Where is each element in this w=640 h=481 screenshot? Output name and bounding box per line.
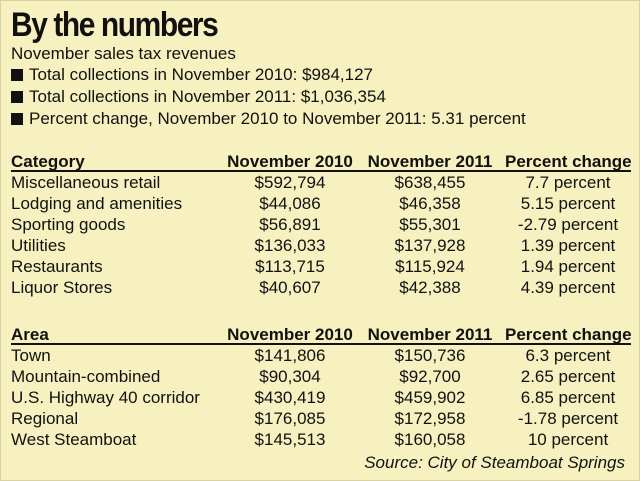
category-table: Category November 2010 November 2011 Per… [11, 151, 632, 298]
header-nov-2011: November 2011 [367, 152, 493, 171]
percent-change: 2.65 percent [520, 367, 616, 386]
value-2010: $592,794 [254, 173, 326, 192]
value-2011: $172,958 [394, 409, 466, 428]
row-label: Restaurants [11, 257, 103, 276]
page-title: By the numbers [11, 6, 219, 44]
table-row: Restaurants $113,715 $115,924 1.94 perce… [11, 256, 631, 277]
percent-change: 1.94 percent [520, 257, 616, 276]
value-2011: $150,736 [394, 346, 466, 365]
value-2010: $113,715 [255, 257, 325, 276]
bullet-percent-change: Percent change, November 2010 to Novembe… [11, 109, 526, 129]
percent-change: 10 percent [527, 430, 609, 449]
header-category: Category [11, 152, 85, 171]
value-2011: $42,388 [399, 278, 461, 297]
row-label: Utilities [11, 236, 66, 255]
percent-change: -1.78 percent [517, 409, 619, 428]
table-row: Mountain-combined $90,304 $92,700 2.65 p… [11, 366, 631, 387]
bullet-text: Total collections in November 2010: $984… [29, 65, 373, 84]
row-label: U.S. Highway 40 corridor [11, 388, 200, 407]
bullet-text: Percent change, November 2010 to Novembe… [29, 109, 526, 128]
value-2010: $141,806 [254, 346, 326, 365]
header-percent-change: Percent change [505, 152, 632, 171]
percent-change: 6.3 percent [525, 346, 611, 365]
table-row: Sporting goods $56,891 $55,301 -2.79 per… [11, 214, 631, 235]
value-2011: $137,928 [394, 236, 466, 255]
area-table: Area November 2010 November 2011 Percent… [11, 324, 632, 450]
subtitle: November sales tax revenues [11, 44, 236, 63]
row-label: Lodging and amenities [11, 194, 183, 213]
row-label: Town [11, 346, 51, 365]
table-row: U.S. Highway 40 corridor $430,419 $459,9… [11, 387, 631, 408]
source-note: Source: City of Steamboat Springs [364, 453, 625, 472]
header-area: Area [11, 325, 49, 344]
header-nov-2010: November 2010 [227, 325, 353, 344]
table-row: Regional $176,085 $172,958 -1.78 percent [11, 408, 631, 429]
area-header-row: Area November 2010 November 2011 Percent… [11, 324, 632, 345]
header-nov-2011: November 2011 [367, 325, 493, 344]
table-row: Liquor Stores $40,607 $42,388 4.39 perce… [11, 277, 631, 298]
square-bullet-icon [11, 69, 23, 81]
square-bullet-icon [11, 113, 23, 125]
category-header-row: Category November 2010 November 2011 Per… [11, 151, 632, 172]
percent-change: 6.85 percent [520, 388, 616, 407]
header-nov-2010: November 2010 [227, 152, 353, 171]
row-label: Miscellaneous retail [11, 173, 161, 192]
percent-change: -2.79 percent [517, 215, 619, 234]
value-2011: $115,924 [395, 257, 465, 276]
row-label: West Steamboat [11, 430, 137, 449]
value-2010: $430,419 [254, 388, 326, 407]
bullet-2011: Total collections in November 2011: $1,0… [11, 87, 386, 107]
table-row: Miscellaneous retail $592,794 $638,455 7… [11, 172, 631, 193]
value-2010: $145,513 [254, 430, 326, 449]
value-2010: $176,085 [254, 409, 326, 428]
value-2011: $55,301 [399, 215, 461, 234]
value-2010: $44,086 [259, 194, 321, 213]
percent-change: 4.39 percent [520, 278, 616, 297]
square-bullet-icon [11, 91, 23, 103]
value-2010: $56,891 [259, 215, 321, 234]
row-label: Sporting goods [11, 215, 126, 234]
percent-change: 1.39 percent [520, 236, 616, 255]
percent-change: 7.7 percent [525, 173, 611, 192]
value-2010: $90,304 [259, 367, 321, 386]
header-percent-change: Percent change [505, 325, 632, 344]
bullet-2010: Total collections in November 2010: $984… [11, 65, 373, 85]
table-row: Lodging and amenities $44,086 $46,358 5.… [11, 193, 631, 214]
percent-change: 5.15 percent [520, 194, 616, 213]
row-label: Liquor Stores [11, 278, 113, 297]
row-label: Mountain-combined [11, 367, 161, 386]
value-2011: $160,058 [394, 430, 466, 449]
value-2011: $459,902 [394, 388, 466, 407]
table-row: West Steamboat $145,513 $160,058 10 perc… [11, 429, 631, 450]
bullet-text: Total collections in November 2011: $1,0… [29, 87, 386, 106]
value-2010: $40,607 [259, 278, 321, 297]
value-2011: $46,358 [399, 194, 461, 213]
value-2010: $136,033 [254, 236, 326, 255]
table-row: Utilities $136,033 $137,928 1.39 percent [11, 235, 631, 256]
row-label: Regional [11, 409, 79, 428]
value-2011: $92,700 [399, 367, 461, 386]
value-2011: $638,455 [394, 173, 466, 192]
table-row: Town $141,806 $150,736 6.3 percent [11, 345, 631, 366]
